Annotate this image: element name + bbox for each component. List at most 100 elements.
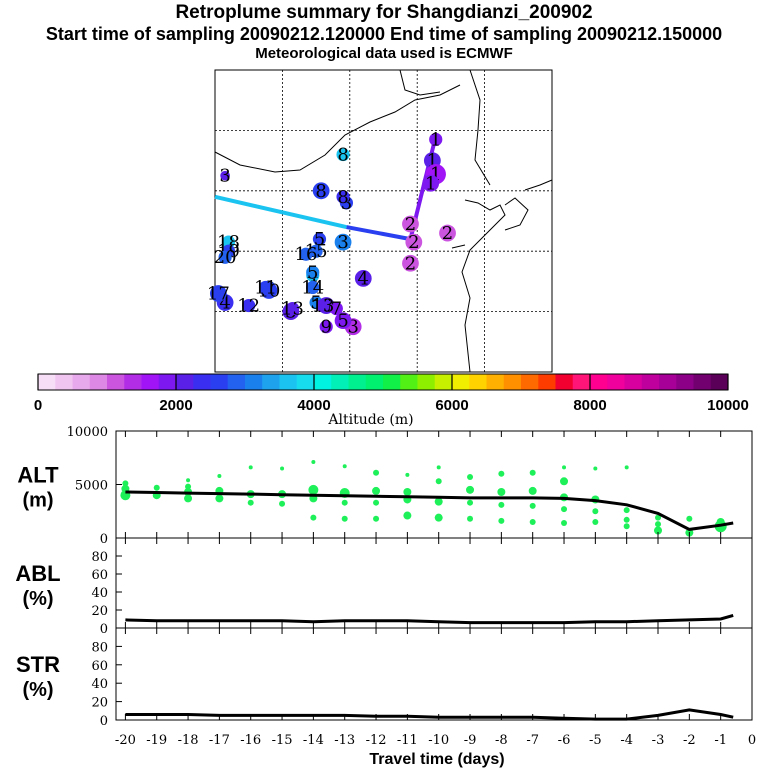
- y-tick-label: 0: [100, 714, 108, 729]
- plume-day-label: 2: [408, 232, 419, 253]
- y-tick-label: 20: [91, 604, 108, 619]
- plume-day-label: 4: [219, 293, 230, 314]
- alt-scatter-point: [623, 523, 630, 530]
- plume-point: [354, 269, 372, 287]
- colorbar-swatch: [38, 374, 56, 390]
- plume-day-label: 18: [217, 232, 240, 253]
- plume-point: [299, 247, 313, 261]
- alt-scatter-point: [467, 474, 474, 481]
- plume-point: [218, 250, 232, 264]
- panel-ylabel: ABL: [15, 561, 60, 586]
- plume-day-label: 5: [337, 311, 348, 332]
- alt-scatter-point: [592, 508, 599, 515]
- map-coastline: [524, 179, 553, 191]
- alt-scatter-point: [561, 520, 568, 527]
- plume-day-label: 13: [311, 296, 334, 317]
- colorbar-swatch: [107, 374, 125, 390]
- x-tick-label: -9: [464, 733, 477, 748]
- y-tick-label: 10000: [67, 425, 108, 440]
- plume-day-label: 14: [301, 277, 324, 298]
- x-tick-label: -20: [115, 733, 136, 748]
- colorbar-swatch: [624, 374, 643, 390]
- plume-point: [405, 233, 423, 251]
- colorbar-swatch: [538, 374, 556, 390]
- alt-scatter-point: [654, 526, 663, 535]
- alt-scatter-point: [623, 507, 630, 514]
- y-tick-label: 80: [91, 640, 108, 655]
- alt-scatter-point: [624, 465, 629, 470]
- alt-scatter-point: [655, 514, 662, 521]
- abl-line: [125, 613, 734, 625]
- plume-path-segment: [214, 194, 347, 229]
- colorbar-swatch: [693, 374, 712, 390]
- plume-point: [402, 215, 419, 233]
- alt-scatter-point: [435, 478, 442, 485]
- alt-scatter-point: [497, 487, 506, 496]
- alt-scatter-point: [467, 499, 474, 506]
- alt-scatter-point: [310, 514, 317, 521]
- alt-scatter-point: [529, 469, 536, 476]
- x-tick-label: -19: [146, 733, 167, 748]
- colorbar-swatch: [452, 374, 470, 390]
- panel-ylabel: ALT: [17, 463, 59, 488]
- colorbar-swatch: [710, 374, 729, 390]
- colorbar-swatch: [434, 374, 453, 390]
- plume-point: [309, 244, 323, 258]
- colorbar-swatch: [296, 374, 315, 390]
- alt-scatter-point: [186, 478, 191, 483]
- y-tick-label: 5000: [75, 479, 108, 494]
- plume-day-label: 9: [320, 317, 331, 338]
- colorbar-swatch: [227, 374, 246, 390]
- sampling-times: Start time of sampling 20090212.120000 E…: [45, 24, 723, 44]
- map-coastline: [504, 197, 529, 231]
- colorbar-swatch: [314, 374, 332, 390]
- plume-day-label: 1: [430, 129, 441, 150]
- map-coastline: [399, 69, 441, 96]
- plume-day-label: 3: [337, 232, 348, 253]
- panel-frame: [115, 627, 753, 721]
- colorbar-swatch: [607, 374, 625, 390]
- alt-scatter-point: [529, 502, 536, 509]
- x-tick-label: -16: [240, 733, 261, 748]
- colorbar-swatch: [503, 374, 522, 390]
- plume-day-label: 8: [337, 145, 348, 166]
- alt-scatter-point: [215, 494, 224, 503]
- alt-scatter-point: [184, 494, 193, 503]
- alt-scatter-point: [434, 513, 443, 522]
- x-axis-label: Travel time (days): [369, 751, 504, 768]
- alt-scatter-point: [373, 469, 380, 476]
- colorbar-swatch: [89, 374, 108, 390]
- x-tick-label: -13: [334, 733, 355, 748]
- alt-scatter-point: [466, 485, 475, 494]
- plume-point: [336, 190, 350, 204]
- colorbar-swatch: [141, 374, 160, 390]
- alt-scatter-point: [153, 484, 160, 491]
- plume-day-label: 3: [219, 166, 230, 187]
- y-tick-label: 80: [91, 550, 108, 565]
- alt-scatter-point: [593, 466, 598, 471]
- plume-day-label: 1: [427, 151, 438, 172]
- panel-ylabel-unit: (%): [22, 588, 53, 610]
- plume-point: [312, 232, 327, 246]
- plume-point: [402, 254, 419, 272]
- plume-day-label: 3: [347, 317, 358, 338]
- alt-scatter-point: [280, 466, 285, 471]
- y-tick-label: 60: [91, 659, 108, 674]
- y-tick-label: 60: [91, 568, 108, 583]
- x-tick-label: -8: [495, 733, 508, 748]
- colorbar-swatch: [72, 374, 91, 390]
- alt-median-line: [125, 490, 734, 531]
- alt-scatter-point: [436, 465, 441, 470]
- plume-day-label: 12: [237, 296, 260, 317]
- plume-path-segment: [346, 225, 411, 242]
- plume-point: [221, 235, 236, 249]
- alt-scatter-point: [434, 497, 443, 506]
- x-tick-label: -7: [526, 733, 539, 748]
- colorbar-tick-label: 6000: [435, 397, 468, 414]
- alt-scatter-point: [185, 483, 192, 490]
- abl-panel: 0 20 40 60 80 ABL(%): [15, 537, 753, 637]
- colorbar-swatch: [55, 374, 73, 390]
- alt-scatter-point: [373, 499, 380, 506]
- plume-point: [336, 147, 350, 162]
- alt-scatter-point: [623, 516, 630, 523]
